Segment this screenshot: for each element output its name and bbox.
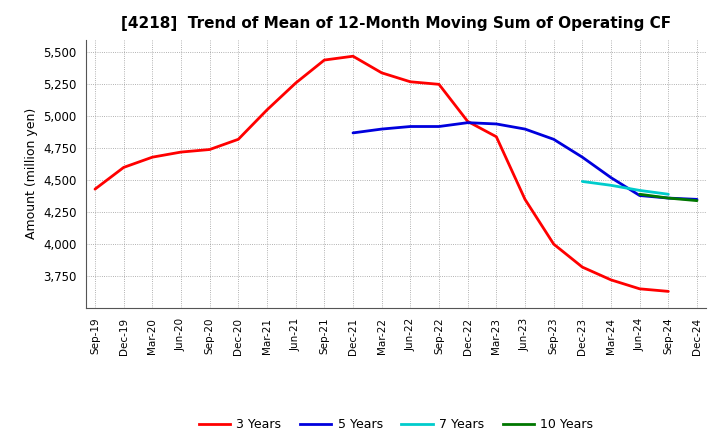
5 Years (435, 124, 444, 129)
5 Years (549, 137, 558, 142)
7 Years (635, 188, 644, 193)
5 Years (578, 154, 587, 160)
5 Years (664, 195, 672, 201)
3 Years (348, 54, 357, 59)
3 Years (549, 242, 558, 247)
3 Years (263, 107, 271, 113)
5 Years (521, 126, 529, 132)
3 Years (234, 137, 243, 142)
3 Years (176, 150, 185, 155)
3 Years (435, 82, 444, 87)
3 Years (292, 81, 300, 86)
5 Years (348, 130, 357, 136)
7 Years (607, 183, 616, 188)
3 Years (521, 197, 529, 202)
5 Years (377, 126, 386, 132)
Line: 5 Years: 5 Years (353, 123, 697, 199)
3 Years (320, 57, 328, 62)
Line: 3 Years: 3 Years (95, 56, 668, 291)
5 Years (464, 120, 472, 125)
3 Years (406, 79, 415, 84)
3 Years (635, 286, 644, 291)
10 Years (664, 195, 672, 201)
7 Years (664, 191, 672, 197)
7 Years (578, 179, 587, 184)
3 Years (120, 165, 128, 170)
Y-axis label: Amount (million yen): Amount (million yen) (24, 108, 37, 239)
10 Years (635, 191, 644, 197)
10 Years (693, 198, 701, 203)
5 Years (492, 121, 500, 127)
3 Years (91, 187, 99, 192)
Line: 10 Years: 10 Years (639, 194, 697, 201)
3 Years (148, 154, 157, 160)
Line: 7 Years: 7 Years (582, 181, 668, 194)
3 Years (492, 134, 500, 139)
5 Years (635, 193, 644, 198)
3 Years (464, 119, 472, 124)
Legend: 3 Years, 5 Years, 7 Years, 10 Years: 3 Years, 5 Years, 7 Years, 10 Years (194, 413, 598, 436)
5 Years (406, 124, 415, 129)
5 Years (607, 175, 616, 180)
Title: [4218]  Trend of Mean of 12-Month Moving Sum of Operating CF: [4218] Trend of Mean of 12-Month Moving … (121, 16, 671, 32)
5 Years (693, 197, 701, 202)
3 Years (664, 289, 672, 294)
3 Years (607, 277, 616, 282)
3 Years (205, 147, 214, 152)
3 Years (377, 70, 386, 76)
3 Years (578, 264, 587, 270)
